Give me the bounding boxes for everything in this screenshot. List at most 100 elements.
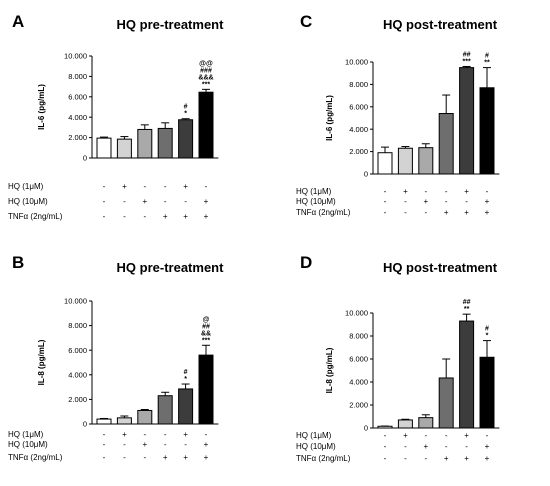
- condition-sign: +: [183, 453, 188, 462]
- condition-sign: -: [424, 454, 427, 463]
- condition-sign: +: [204, 212, 209, 221]
- y-tick-label: 10.000: [345, 58, 368, 67]
- panel-d: D HQ post-treatment 0 2.000 4.000 6.000 8.000 1…: [296, 253, 500, 463]
- y-axis-label: IL-8 (pg/mL): [325, 347, 334, 393]
- y-tick-label: 2.000: [349, 401, 368, 410]
- bar: [459, 67, 475, 175]
- condition-sign: -: [404, 197, 407, 206]
- y-axis-label: IL-6 (pg/mL): [37, 84, 46, 130]
- condition-sign: +: [122, 182, 127, 191]
- condition-sign: -: [445, 442, 448, 451]
- condition-sign: -: [205, 430, 208, 439]
- condition-sign: -: [143, 430, 146, 439]
- significance-label: &&: [201, 330, 211, 337]
- significance-label: ##: [202, 323, 210, 330]
- bar: [438, 113, 454, 175]
- bar: [418, 147, 434, 175]
- condition-sign: -: [164, 440, 167, 449]
- y-tick-label: 8.000: [68, 72, 87, 81]
- y-tick-label: 6.000: [68, 92, 87, 101]
- y-tick-label: 6.000: [349, 102, 368, 111]
- condition-sign: -: [404, 208, 407, 217]
- y-tick-label: 6.000: [349, 355, 368, 364]
- y-tick-label: 0: [364, 424, 368, 433]
- panel-letter: D: [300, 253, 312, 272]
- condition-row-label: HQ (1μM): [296, 187, 332, 196]
- condition-sign: -: [445, 187, 448, 196]
- bar: [377, 425, 393, 429]
- chart-title: HQ post-treatment: [383, 260, 498, 275]
- condition-sign: +: [403, 431, 408, 440]
- condition-sign: +: [403, 187, 408, 196]
- significance-label: *: [184, 376, 187, 383]
- condition-sign: -: [123, 212, 126, 221]
- condition-sign: -: [143, 182, 146, 191]
- significance-label: ##: [463, 51, 471, 58]
- condition-row-label: HQ (10μM): [8, 440, 48, 449]
- significance-label: &&&: [198, 74, 213, 81]
- y-tick-label: 0: [83, 420, 87, 429]
- bar: [438, 377, 454, 429]
- condition-sign: +: [464, 454, 469, 463]
- condition-sign: -: [424, 187, 427, 196]
- condition-sign: -: [103, 453, 106, 462]
- bar: [137, 409, 153, 425]
- y-tick-label: 8.000: [68, 321, 87, 330]
- bar: [418, 417, 434, 429]
- y-tick-label: 4.000: [68, 370, 87, 379]
- chart-title: HQ post-treatment: [383, 17, 498, 32]
- bar: [96, 418, 112, 425]
- condition-sign: -: [486, 431, 489, 440]
- significance-label: ***: [202, 81, 210, 88]
- condition-sign: -: [123, 440, 126, 449]
- condition-sign: -: [424, 208, 427, 217]
- y-tick-label: 0: [83, 154, 87, 163]
- condition-sign: -: [184, 197, 187, 206]
- bar: [479, 87, 495, 175]
- condition-sign: -: [205, 182, 208, 191]
- significance-label: @: [203, 316, 210, 323]
- panel-letter: A: [12, 12, 24, 31]
- panel-a: A HQ pre-treatment 0 2.000 4.000 6.000 8.000 10…: [8, 12, 224, 221]
- condition-sign: +: [464, 208, 469, 217]
- significance-label: **: [484, 60, 490, 67]
- condition-sign: +: [444, 454, 449, 463]
- condition-sign: -: [384, 454, 387, 463]
- condition-row-label: TNFα (2ng/mL): [8, 453, 63, 462]
- condition-sign: -: [486, 187, 489, 196]
- bar: [96, 137, 112, 159]
- condition-sign: +: [204, 440, 209, 449]
- condition-row-label: TNFα (2ng/mL): [296, 208, 351, 217]
- condition-sign: +: [464, 431, 469, 440]
- significance-label: ###: [200, 67, 212, 74]
- condition-row-label: HQ (1μM): [8, 182, 44, 191]
- condition-row-label: HQ (10μM): [8, 197, 48, 206]
- condition-sign: -: [123, 453, 126, 462]
- bar: [116, 138, 132, 159]
- condition-sign: +: [423, 197, 428, 206]
- significance-label: ***: [202, 337, 210, 344]
- bar: [397, 147, 413, 175]
- condition-sign: -: [164, 430, 167, 439]
- panel-letter: B: [12, 253, 24, 272]
- condition-sign: +: [464, 187, 469, 196]
- panel-letter: C: [300, 12, 312, 31]
- bar: [178, 388, 194, 425]
- condition-sign: +: [204, 453, 209, 462]
- condition-sign: -: [103, 440, 106, 449]
- condition-sign: -: [384, 431, 387, 440]
- bar: [377, 152, 393, 175]
- significance-label: *: [184, 111, 187, 118]
- condition-sign: +: [485, 454, 490, 463]
- significance-label: *: [486, 333, 489, 340]
- condition-row-label: HQ (10μM): [296, 442, 336, 451]
- panel-c: C HQ post-treatment 0 2.000 4.000 6.000 8.000 1…: [296, 12, 500, 217]
- y-tick-label: 4.000: [68, 113, 87, 122]
- condition-sign: +: [423, 442, 428, 451]
- condition-sign: -: [384, 442, 387, 451]
- bar: [198, 91, 214, 159]
- condition-row-label: HQ (1μM): [8, 430, 44, 439]
- y-tick-label: 8.000: [349, 332, 368, 341]
- y-tick-label: 10.000: [64, 52, 87, 61]
- significance-label: **: [464, 306, 470, 313]
